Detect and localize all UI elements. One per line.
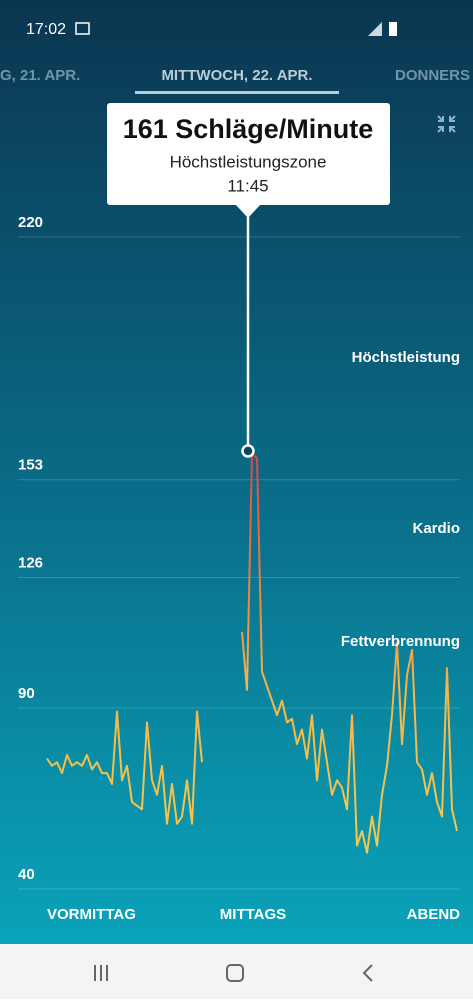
tooltip-value: 161 Schläge/Minute: [123, 114, 374, 144]
collapse-icon[interactable]: [437, 115, 456, 133]
battery-icon: [389, 22, 397, 36]
x-tick-label: MITTAGS: [220, 906, 286, 923]
tooltip-time: 11:45: [227, 176, 268, 195]
zone-label: Kardio: [412, 520, 460, 537]
nav-back[interactable]: [362, 964, 373, 982]
tooltip-arrow: [236, 205, 260, 218]
nav-bar: [0, 944, 473, 999]
heart-rate-line: [46, 453, 458, 854]
y-tick-label: 40: [18, 866, 35, 883]
tab[interactable]: G, 21. APR.: [0, 67, 80, 84]
plot: 40 90 126 153 220 VORMITTAG MITTAGS ABEND: [18, 214, 460, 923]
x-tick-label: VORMITTAG: [47, 906, 136, 923]
nav-home[interactable]: [226, 964, 244, 982]
status-time: 17:02: [26, 21, 66, 38]
tab-underline: [135, 91, 339, 94]
y-tick-label: 90: [18, 685, 35, 702]
y-tick-label: 153: [18, 457, 43, 474]
cursor-dot: [241, 444, 255, 458]
tooltip: [107, 103, 390, 205]
gallery-icon: [75, 22, 90, 35]
nav-recent[interactable]: [94, 965, 108, 981]
zone-label: Höchstleistung: [352, 349, 460, 366]
y-tick-label: 220: [18, 214, 43, 231]
y-tick-label: 126: [18, 554, 43, 571]
zone-label: Fettverbrennung: [341, 633, 460, 650]
tooltip-zone: Höchstleistungszone: [170, 152, 327, 171]
tab-active[interactable]: MITTWOCH, 22. APR.: [161, 67, 312, 84]
tab[interactable]: DONNERS: [395, 67, 470, 84]
x-tick-label: ABEND: [407, 906, 461, 923]
signal-icon: [368, 22, 382, 36]
